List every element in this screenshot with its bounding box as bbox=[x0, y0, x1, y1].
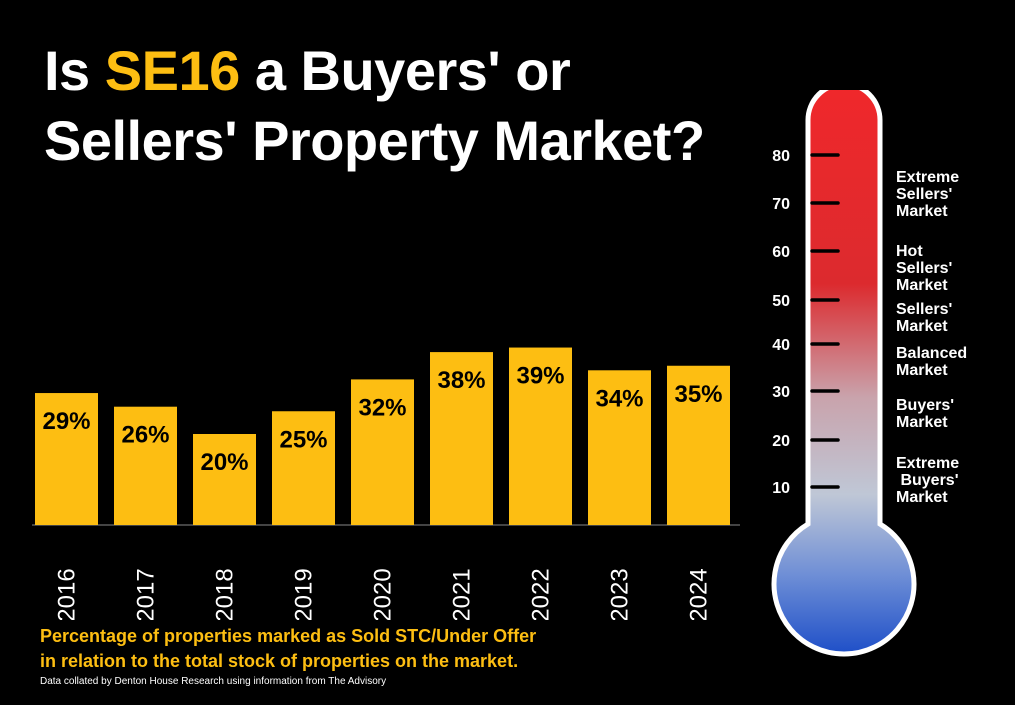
zone-label-line: Buyers' bbox=[896, 472, 959, 489]
bar-2020 bbox=[351, 379, 414, 525]
zone-label-line: Market bbox=[896, 277, 948, 294]
zone-label-line: Buyers' bbox=[896, 397, 954, 414]
zone-label-line: Hot bbox=[896, 243, 923, 260]
zone-label-1: Extreme Sellers' Market bbox=[896, 169, 959, 220]
tick-label-20: 20 bbox=[772, 433, 790, 450]
tick-label-40: 40 bbox=[772, 337, 790, 354]
title-part2: a Buyers' or bbox=[239, 39, 571, 102]
bar-2016 bbox=[35, 393, 98, 525]
zone-label-line: Sellers' bbox=[896, 301, 952, 318]
bar-2017 bbox=[114, 406, 177, 525]
x-tick-label-2021: 2021 bbox=[449, 568, 476, 620]
zone-label-line: Market bbox=[896, 489, 948, 506]
zone-label-line: Extreme bbox=[896, 169, 959, 186]
zone-label-line: Extreme bbox=[896, 455, 959, 472]
data-label-2024: 35% bbox=[674, 381, 722, 408]
x-tick-label-2023: 2023 bbox=[607, 568, 634, 620]
data-label-2020: 32% bbox=[358, 394, 406, 421]
zone-label-line: Sellers' bbox=[896, 186, 952, 203]
data-label-2023: 34% bbox=[595, 385, 643, 412]
zone-label-line: Sellers' bbox=[896, 260, 952, 277]
zone-label-2: Hot Sellers' Market bbox=[896, 243, 952, 294]
x-tick-label-2024: 2024 bbox=[686, 568, 713, 620]
zone-label-line: Balanced bbox=[896, 345, 967, 362]
x-tick-label-2022: 2022 bbox=[528, 568, 555, 620]
title-part1: Is bbox=[44, 39, 105, 102]
source-note: Data collated by Denton House Research u… bbox=[40, 676, 387, 687]
zone-label-line: Market bbox=[896, 318, 948, 335]
zone-label-3: Sellers' Market bbox=[896, 301, 952, 335]
caption-line2: in relation to the total stock of proper… bbox=[40, 651, 519, 671]
bar-2024 bbox=[667, 365, 730, 525]
tick-label-80: 80 bbox=[772, 148, 790, 165]
page-title: Is SE16 a Buyers' or Sellers' Property M… bbox=[44, 36, 705, 176]
tick-label-50: 50 bbox=[772, 293, 790, 310]
zone-label-line: Market bbox=[896, 414, 948, 431]
data-label-2022: 39% bbox=[516, 363, 564, 390]
x-tick-label-2020: 2020 bbox=[370, 568, 397, 620]
data-label-2019: 25% bbox=[279, 426, 327, 453]
x-tick-label-2017: 2017 bbox=[133, 568, 160, 620]
zone-label-6: Extreme Buyers' Market bbox=[896, 455, 959, 506]
data-label-2016: 29% bbox=[42, 408, 90, 435]
bar-2023 bbox=[588, 370, 651, 525]
data-label-2021: 38% bbox=[437, 367, 485, 394]
data-label-2017: 26% bbox=[121, 422, 169, 449]
bar-2018 bbox=[193, 434, 256, 525]
x-tick-label-2019: 2019 bbox=[291, 568, 318, 620]
tick-label-60: 60 bbox=[772, 244, 790, 261]
chart-caption: Percentage of properties marked as Sold … bbox=[40, 624, 536, 674]
x-tick-label-2018: 2018 bbox=[212, 568, 239, 620]
zone-label-line: Market bbox=[896, 203, 948, 220]
bar-2022 bbox=[509, 347, 572, 525]
zone-label-4: Balanced Market bbox=[896, 345, 967, 379]
data-label-2018: 20% bbox=[200, 449, 248, 476]
zone-label-5: Buyers' Market bbox=[896, 397, 954, 431]
caption-line1: Percentage of properties marked as Sold … bbox=[40, 626, 537, 646]
tick-label-30: 30 bbox=[772, 384, 790, 401]
tick-label-70: 70 bbox=[772, 196, 790, 213]
title-line2: Sellers' Property Market? bbox=[44, 109, 705, 172]
x-tick-label-2016: 2016 bbox=[54, 568, 81, 620]
tick-label-10: 10 bbox=[772, 480, 790, 497]
bar-chart: 29% 2016 26% 2017 20% 2018 25% 2019 32% 2020 38% 20… bbox=[32, 347, 740, 620]
zone-label-line: Market bbox=[896, 362, 948, 379]
title-highlight: SE16 bbox=[104, 39, 241, 102]
bar-2021 bbox=[430, 352, 493, 525]
thermometer-body bbox=[771, 90, 917, 657]
bar-2019 bbox=[272, 411, 335, 525]
